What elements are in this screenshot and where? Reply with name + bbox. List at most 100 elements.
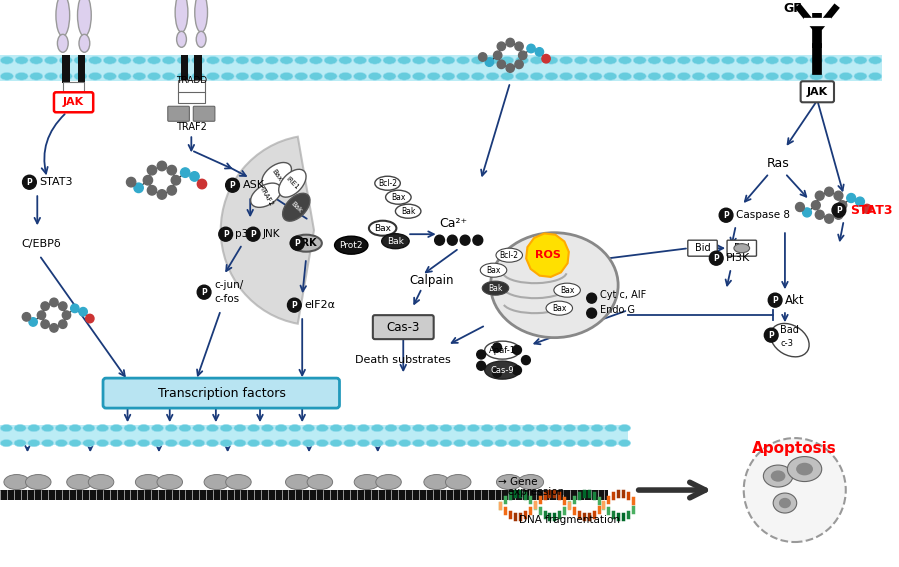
Ellipse shape — [111, 425, 122, 431]
Ellipse shape — [824, 57, 838, 64]
Ellipse shape — [316, 439, 328, 447]
Text: Bax: Bax — [486, 266, 501, 274]
Circle shape — [37, 311, 46, 319]
Ellipse shape — [648, 57, 661, 64]
Ellipse shape — [207, 73, 219, 80]
Ellipse shape — [247, 425, 260, 431]
Ellipse shape — [545, 73, 558, 80]
Ellipse shape — [220, 439, 232, 447]
Circle shape — [493, 343, 502, 352]
Text: P: P — [223, 230, 228, 239]
Bar — [178, 81, 205, 94]
Text: Cas-3: Cas-3 — [387, 321, 420, 333]
Ellipse shape — [604, 73, 617, 80]
Ellipse shape — [262, 439, 273, 447]
Ellipse shape — [4, 475, 30, 489]
Ellipse shape — [550, 425, 562, 431]
Ellipse shape — [824, 73, 838, 80]
Ellipse shape — [343, 439, 356, 447]
Ellipse shape — [136, 475, 161, 489]
Ellipse shape — [707, 73, 720, 80]
Circle shape — [147, 166, 156, 175]
Ellipse shape — [88, 475, 114, 489]
Ellipse shape — [353, 73, 367, 80]
Circle shape — [79, 307, 87, 316]
Ellipse shape — [118, 73, 131, 80]
Ellipse shape — [369, 221, 396, 236]
Ellipse shape — [251, 57, 263, 64]
Ellipse shape — [868, 57, 882, 64]
Ellipse shape — [176, 31, 186, 47]
Ellipse shape — [275, 439, 287, 447]
Ellipse shape — [0, 57, 13, 64]
Ellipse shape — [771, 471, 785, 481]
Ellipse shape — [280, 73, 293, 80]
Ellipse shape — [494, 425, 507, 431]
Text: p38,: p38, — [236, 229, 259, 239]
Text: Calpain: Calpain — [409, 274, 454, 287]
Ellipse shape — [236, 73, 249, 80]
Ellipse shape — [619, 425, 630, 431]
Ellipse shape — [385, 439, 397, 447]
Ellipse shape — [265, 73, 279, 80]
Ellipse shape — [221, 57, 234, 64]
Circle shape — [197, 285, 211, 299]
Ellipse shape — [486, 57, 499, 64]
Ellipse shape — [262, 163, 291, 188]
Text: P: P — [723, 211, 729, 219]
Ellipse shape — [457, 73, 469, 80]
Ellipse shape — [413, 57, 425, 64]
Ellipse shape — [530, 73, 543, 80]
Ellipse shape — [15, 73, 28, 80]
Text: P: P — [201, 287, 207, 297]
Text: Bcl-2: Bcl-2 — [378, 179, 397, 188]
Text: expression: expression — [498, 487, 565, 497]
Ellipse shape — [290, 235, 322, 252]
Ellipse shape — [663, 57, 676, 64]
Ellipse shape — [440, 425, 452, 431]
Ellipse shape — [536, 439, 548, 447]
Ellipse shape — [481, 439, 494, 447]
Ellipse shape — [501, 73, 514, 80]
Circle shape — [127, 177, 136, 187]
Ellipse shape — [307, 475, 333, 489]
Text: c-3: c-3 — [780, 338, 793, 348]
Ellipse shape — [770, 323, 809, 357]
Text: GF: GF — [783, 2, 802, 15]
Ellipse shape — [0, 73, 13, 80]
Circle shape — [847, 193, 856, 202]
Ellipse shape — [445, 475, 471, 489]
Bar — [178, 92, 205, 103]
Ellipse shape — [358, 439, 369, 447]
Text: Bak: Bak — [387, 236, 404, 246]
Ellipse shape — [286, 475, 311, 489]
Ellipse shape — [605, 439, 617, 447]
Circle shape — [71, 304, 79, 312]
Ellipse shape — [398, 439, 411, 447]
Ellipse shape — [707, 57, 720, 64]
Ellipse shape — [103, 57, 116, 64]
Text: Cas-9: Cas-9 — [491, 366, 514, 375]
Ellipse shape — [509, 425, 521, 431]
FancyBboxPatch shape — [688, 240, 717, 256]
Ellipse shape — [522, 439, 534, 447]
Circle shape — [473, 235, 483, 245]
Ellipse shape — [44, 73, 58, 80]
Circle shape — [181, 168, 190, 177]
Text: Bcl-2: Bcl-2 — [500, 251, 519, 260]
Circle shape — [288, 298, 301, 312]
Circle shape — [527, 44, 535, 53]
Ellipse shape — [289, 439, 301, 447]
Ellipse shape — [179, 425, 191, 431]
Ellipse shape — [766, 57, 779, 64]
Ellipse shape — [496, 475, 522, 489]
Circle shape — [41, 302, 49, 310]
Ellipse shape — [175, 0, 188, 32]
Ellipse shape — [481, 425, 494, 431]
Ellipse shape — [780, 57, 794, 64]
Ellipse shape — [413, 73, 425, 80]
Ellipse shape — [28, 425, 40, 431]
Circle shape — [171, 175, 181, 185]
Circle shape — [515, 60, 523, 69]
Text: P: P — [772, 295, 778, 304]
